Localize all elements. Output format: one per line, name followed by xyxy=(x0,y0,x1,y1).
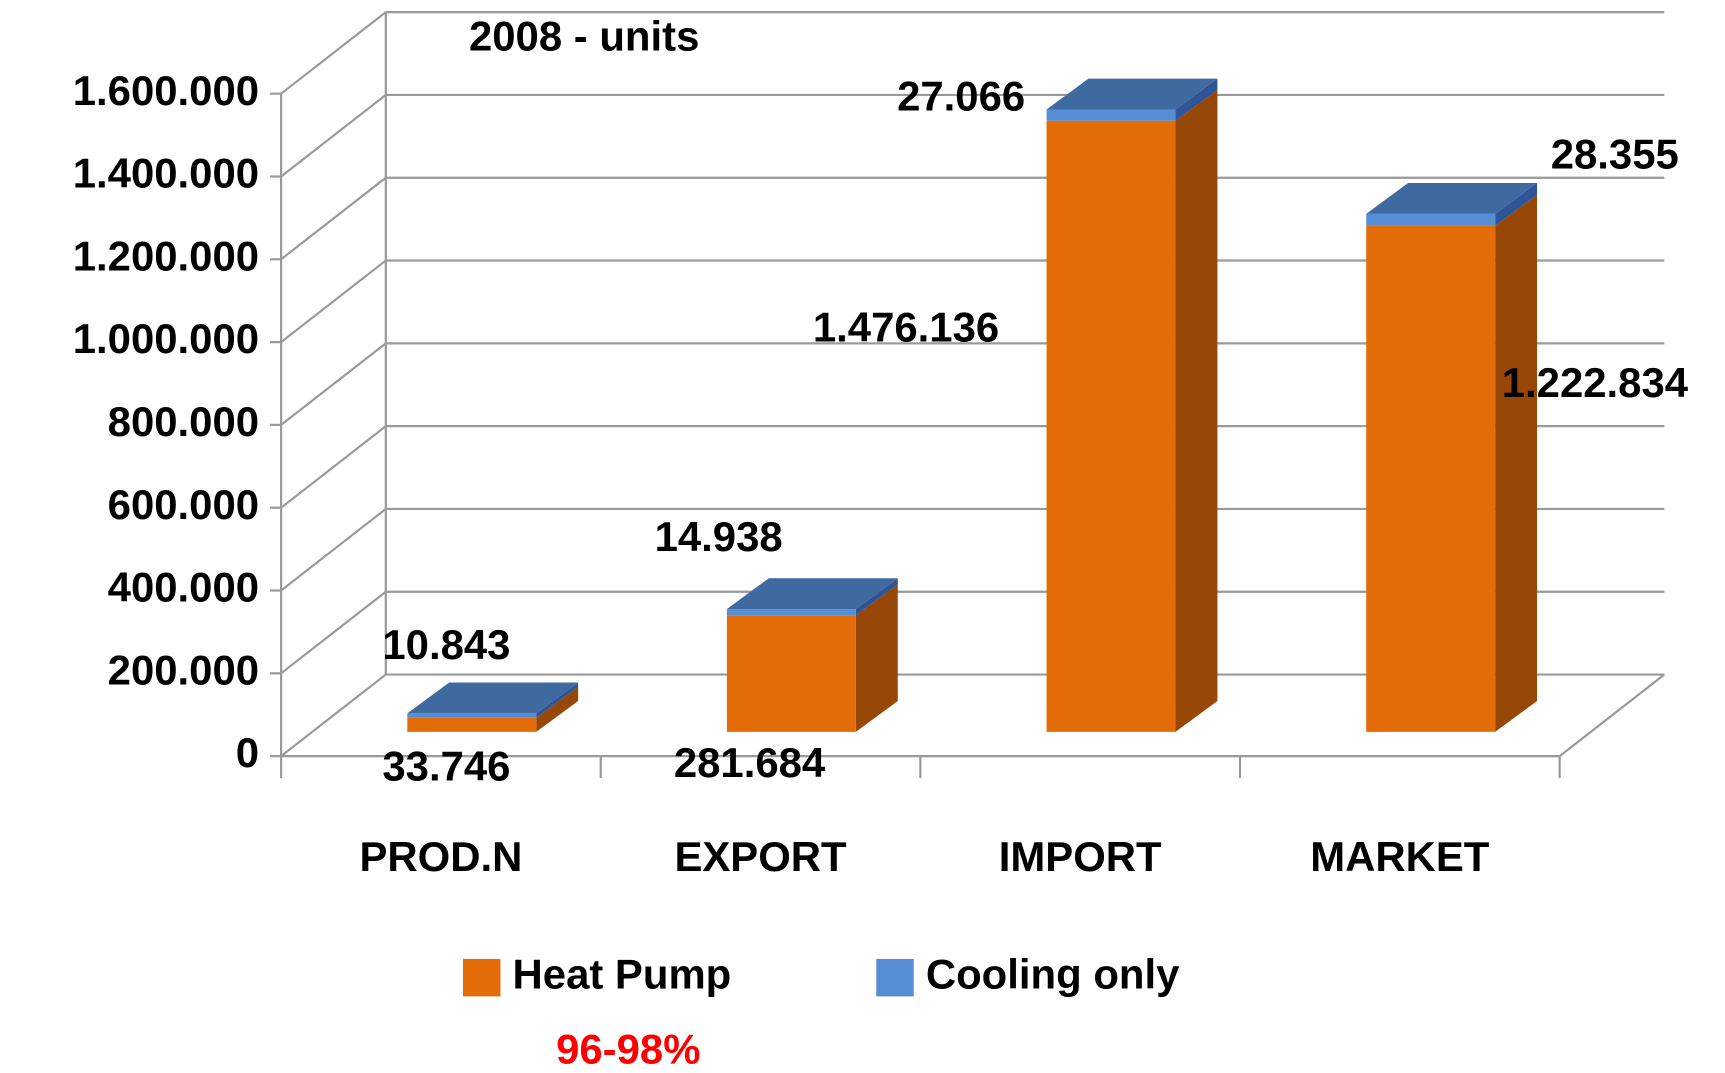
data-label: 1.222.834 xyxy=(1502,359,1689,406)
y-tick-label: 200.000 xyxy=(108,646,259,693)
y-tick-label: 1.400.000 xyxy=(73,150,259,197)
y-tick-label: 0 xyxy=(236,729,259,776)
data-label: 27.066 xyxy=(897,72,1025,119)
bar-side xyxy=(855,578,898,616)
bar-top xyxy=(726,578,898,610)
x-tick-label: IMPORT xyxy=(999,833,1162,880)
bar-side xyxy=(536,682,579,718)
data-label: 28.355 xyxy=(1551,131,1679,178)
bar xyxy=(1366,213,1496,226)
y-tick-label: 400.000 xyxy=(108,564,259,611)
bar-segment xyxy=(407,682,579,718)
y-tick-label: 800.000 xyxy=(108,398,259,445)
bar-top xyxy=(407,682,579,714)
data-label: 33.746 xyxy=(382,742,510,789)
legend-swatch xyxy=(462,958,501,997)
data-label: 14.938 xyxy=(655,513,783,560)
bar-segment xyxy=(1366,182,1538,226)
bar-side xyxy=(536,687,579,732)
legend-label: Cooling only xyxy=(926,951,1180,998)
bar-segment xyxy=(407,687,579,732)
bar-segment xyxy=(726,584,898,732)
bar-top xyxy=(1366,182,1538,214)
bar-segment xyxy=(1366,194,1538,732)
legend-swatch xyxy=(876,958,914,997)
grid-line xyxy=(280,176,387,261)
bar-segment xyxy=(1046,78,1218,121)
data-label: 1.476.136 xyxy=(813,304,999,351)
bar xyxy=(726,615,856,732)
grid-line xyxy=(280,94,387,178)
x-tick-label: EXPORT xyxy=(674,833,847,880)
bar xyxy=(407,713,537,718)
grid-line xyxy=(280,673,387,757)
grid-line xyxy=(280,259,387,343)
grid-line xyxy=(280,508,387,592)
x-tick-label: MARKET xyxy=(1310,833,1490,880)
data-label: 281.684 xyxy=(674,739,826,786)
y-tick-label: 600.000 xyxy=(108,481,259,528)
bar xyxy=(1046,109,1176,121)
annotation: 96-98% xyxy=(556,1026,700,1073)
y-tick-label: 1.200.000 xyxy=(73,232,259,279)
grid-line xyxy=(280,342,387,426)
chart-title: 2008 - units xyxy=(469,13,699,60)
y-tick-label: 1.600.000 xyxy=(73,67,259,114)
bar-side xyxy=(1175,89,1218,732)
axis-line xyxy=(1558,673,1666,757)
x-tick-label: PROD.N xyxy=(359,833,522,880)
bar-side xyxy=(1175,78,1218,121)
bar-top xyxy=(1046,78,1218,110)
bar-side xyxy=(1495,182,1538,226)
legend-label: Heat Pump xyxy=(513,951,732,998)
bar-side xyxy=(1495,194,1538,732)
bar xyxy=(726,609,856,616)
grid-line xyxy=(280,425,387,509)
bar xyxy=(1366,225,1496,732)
bar xyxy=(407,717,537,732)
bar xyxy=(1046,120,1176,732)
bar-side xyxy=(855,584,898,732)
bar-segment xyxy=(726,578,898,616)
grid-line xyxy=(280,590,387,675)
y-tick-label: 1.000.000 xyxy=(73,315,259,362)
grid-line xyxy=(280,11,387,95)
bar-segment xyxy=(1046,89,1218,732)
data-label: 10.843 xyxy=(382,621,510,668)
